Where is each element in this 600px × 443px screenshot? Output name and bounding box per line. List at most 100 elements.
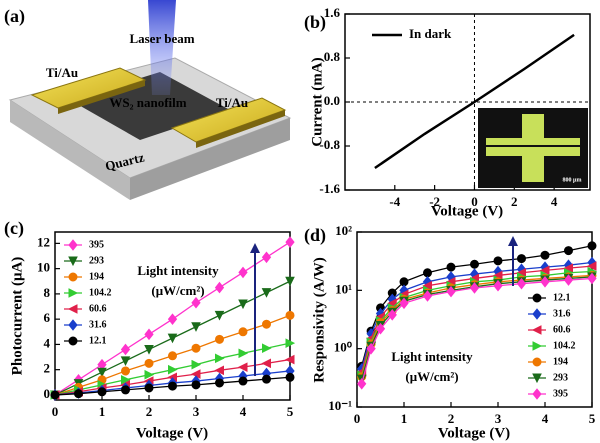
marker: [168, 381, 177, 391]
legend-label: 12.1: [89, 335, 107, 346]
legend-marker: [532, 388, 542, 400]
inset-cross: [486, 114, 580, 182]
y-tick-label: 1.6: [324, 5, 341, 20]
inset-image: 800 μm: [478, 108, 588, 188]
x-tick-label: 5: [589, 411, 596, 426]
marker: [191, 343, 201, 353]
marker: [540, 250, 550, 260]
marker: [120, 343, 131, 356]
marker: [446, 285, 456, 298]
marker: [144, 328, 154, 341]
marker: [167, 333, 178, 344]
marker: [285, 338, 296, 348]
marker: [564, 246, 573, 256]
marker: [285, 236, 295, 248]
x-tick-label: 4: [542, 411, 549, 426]
marker: [191, 296, 201, 309]
x-tick-label: -4: [389, 194, 400, 209]
legend-label: 60.6: [89, 303, 107, 314]
y-tick-label: -0.8: [319, 137, 340, 152]
y-tick-label: 12: [37, 234, 50, 249]
marker: [422, 280, 432, 291]
panel-label: (b): [304, 12, 326, 33]
chart-panel: -4 -2 0 2 4 1.6 0.8 0.0 -0.8 -1.6 (b) Voltage (V) Cu…: [304, 5, 591, 219]
marker: [97, 367, 107, 378]
marker: [237, 362, 248, 372]
y-axis-label: Photocurrent (μA): [9, 257, 25, 376]
y-tick-label: 0: [44, 386, 51, 401]
marker: [214, 365, 224, 376]
marker: [375, 322, 386, 335]
marker: [540, 276, 550, 288]
marker: [587, 272, 597, 285]
legend-marker: [68, 272, 78, 282]
marker: [261, 251, 272, 264]
marker: [285, 310, 295, 320]
y-tick-label: 10⁰: [334, 340, 353, 355]
legend-marker: [68, 256, 78, 267]
marker: [469, 282, 480, 294]
marker: [587, 241, 597, 251]
legend-marker: [532, 341, 543, 351]
marker: [285, 276, 295, 287]
y-tick-label: 10: [37, 260, 50, 275]
legend-marker: [532, 357, 542, 367]
marker: [423, 268, 432, 278]
plot-frame: [356, 231, 593, 408]
schematic: (a) Laser beam Ti/Au Ti/Au WS₂ nanofilm …: [4, 0, 292, 200]
marker: [97, 387, 107, 397]
right-electrode-edge: [196, 110, 285, 148]
legend-marker: [68, 288, 79, 298]
y-tick-label: 10²: [335, 223, 352, 238]
film-label: WS₂ nanofilm: [109, 95, 186, 110]
marker: [215, 353, 225, 364]
x-tick-label: 2: [146, 404, 153, 419]
panel-label: (d): [304, 225, 326, 246]
annotation: Light intensity: [391, 349, 473, 364]
legend-label: In dark: [409, 26, 452, 41]
x-tick-label: 1: [99, 404, 106, 419]
x-tick-label: 4: [551, 194, 558, 209]
substrate-side: [10, 100, 130, 200]
legend-marker: [68, 239, 78, 251]
marker: [144, 383, 154, 393]
x-tick-label: 0: [471, 194, 478, 209]
marker: [214, 310, 225, 321]
laser-beam: [148, 0, 176, 95]
annotation: Light intensity: [137, 263, 219, 278]
legend-marker: [67, 304, 78, 314]
trend-arrow-head: [508, 236, 518, 246]
marker: [493, 256, 503, 266]
x-tick-label: 5: [287, 404, 294, 419]
marker: [422, 290, 433, 302]
marker: [284, 354, 295, 365]
series-line: [374, 33, 575, 170]
marker: [516, 277, 527, 290]
marker: [387, 298, 397, 309]
legend-marker: [68, 319, 78, 331]
legend-label: 104.2: [89, 287, 112, 298]
legend-marker: [532, 308, 542, 320]
legend-label: 12.1: [553, 292, 571, 303]
legend-label: 395: [89, 239, 104, 250]
marker: [563, 263, 573, 273]
x-tick-label: 2: [511, 194, 518, 209]
marker: [387, 309, 397, 321]
x-axis-label: Voltage (V): [438, 425, 510, 441]
x-axis-label: Voltage (V): [431, 203, 503, 219]
legend-label: 194: [89, 271, 104, 282]
marker: [191, 322, 201, 332]
inset-scale-label: 800 μm: [563, 177, 582, 183]
contact-label: Ti/Au: [216, 95, 248, 110]
marker: [285, 372, 295, 382]
y-tick-label: 4: [44, 335, 51, 350]
legend-label: 293: [553, 372, 568, 383]
marker: [261, 288, 272, 298]
chart-panel: 0 1 2 3 4 5 10⁻¹ 10⁰ 10¹ 10² (d) Voltage (V) Respons…: [304, 223, 598, 441]
x-tick-label: 1: [401, 411, 408, 426]
x-tick-label: 0: [354, 411, 361, 426]
marker: [238, 348, 249, 359]
y-tick-label: 10¹: [335, 281, 352, 296]
marker: [121, 366, 130, 376]
